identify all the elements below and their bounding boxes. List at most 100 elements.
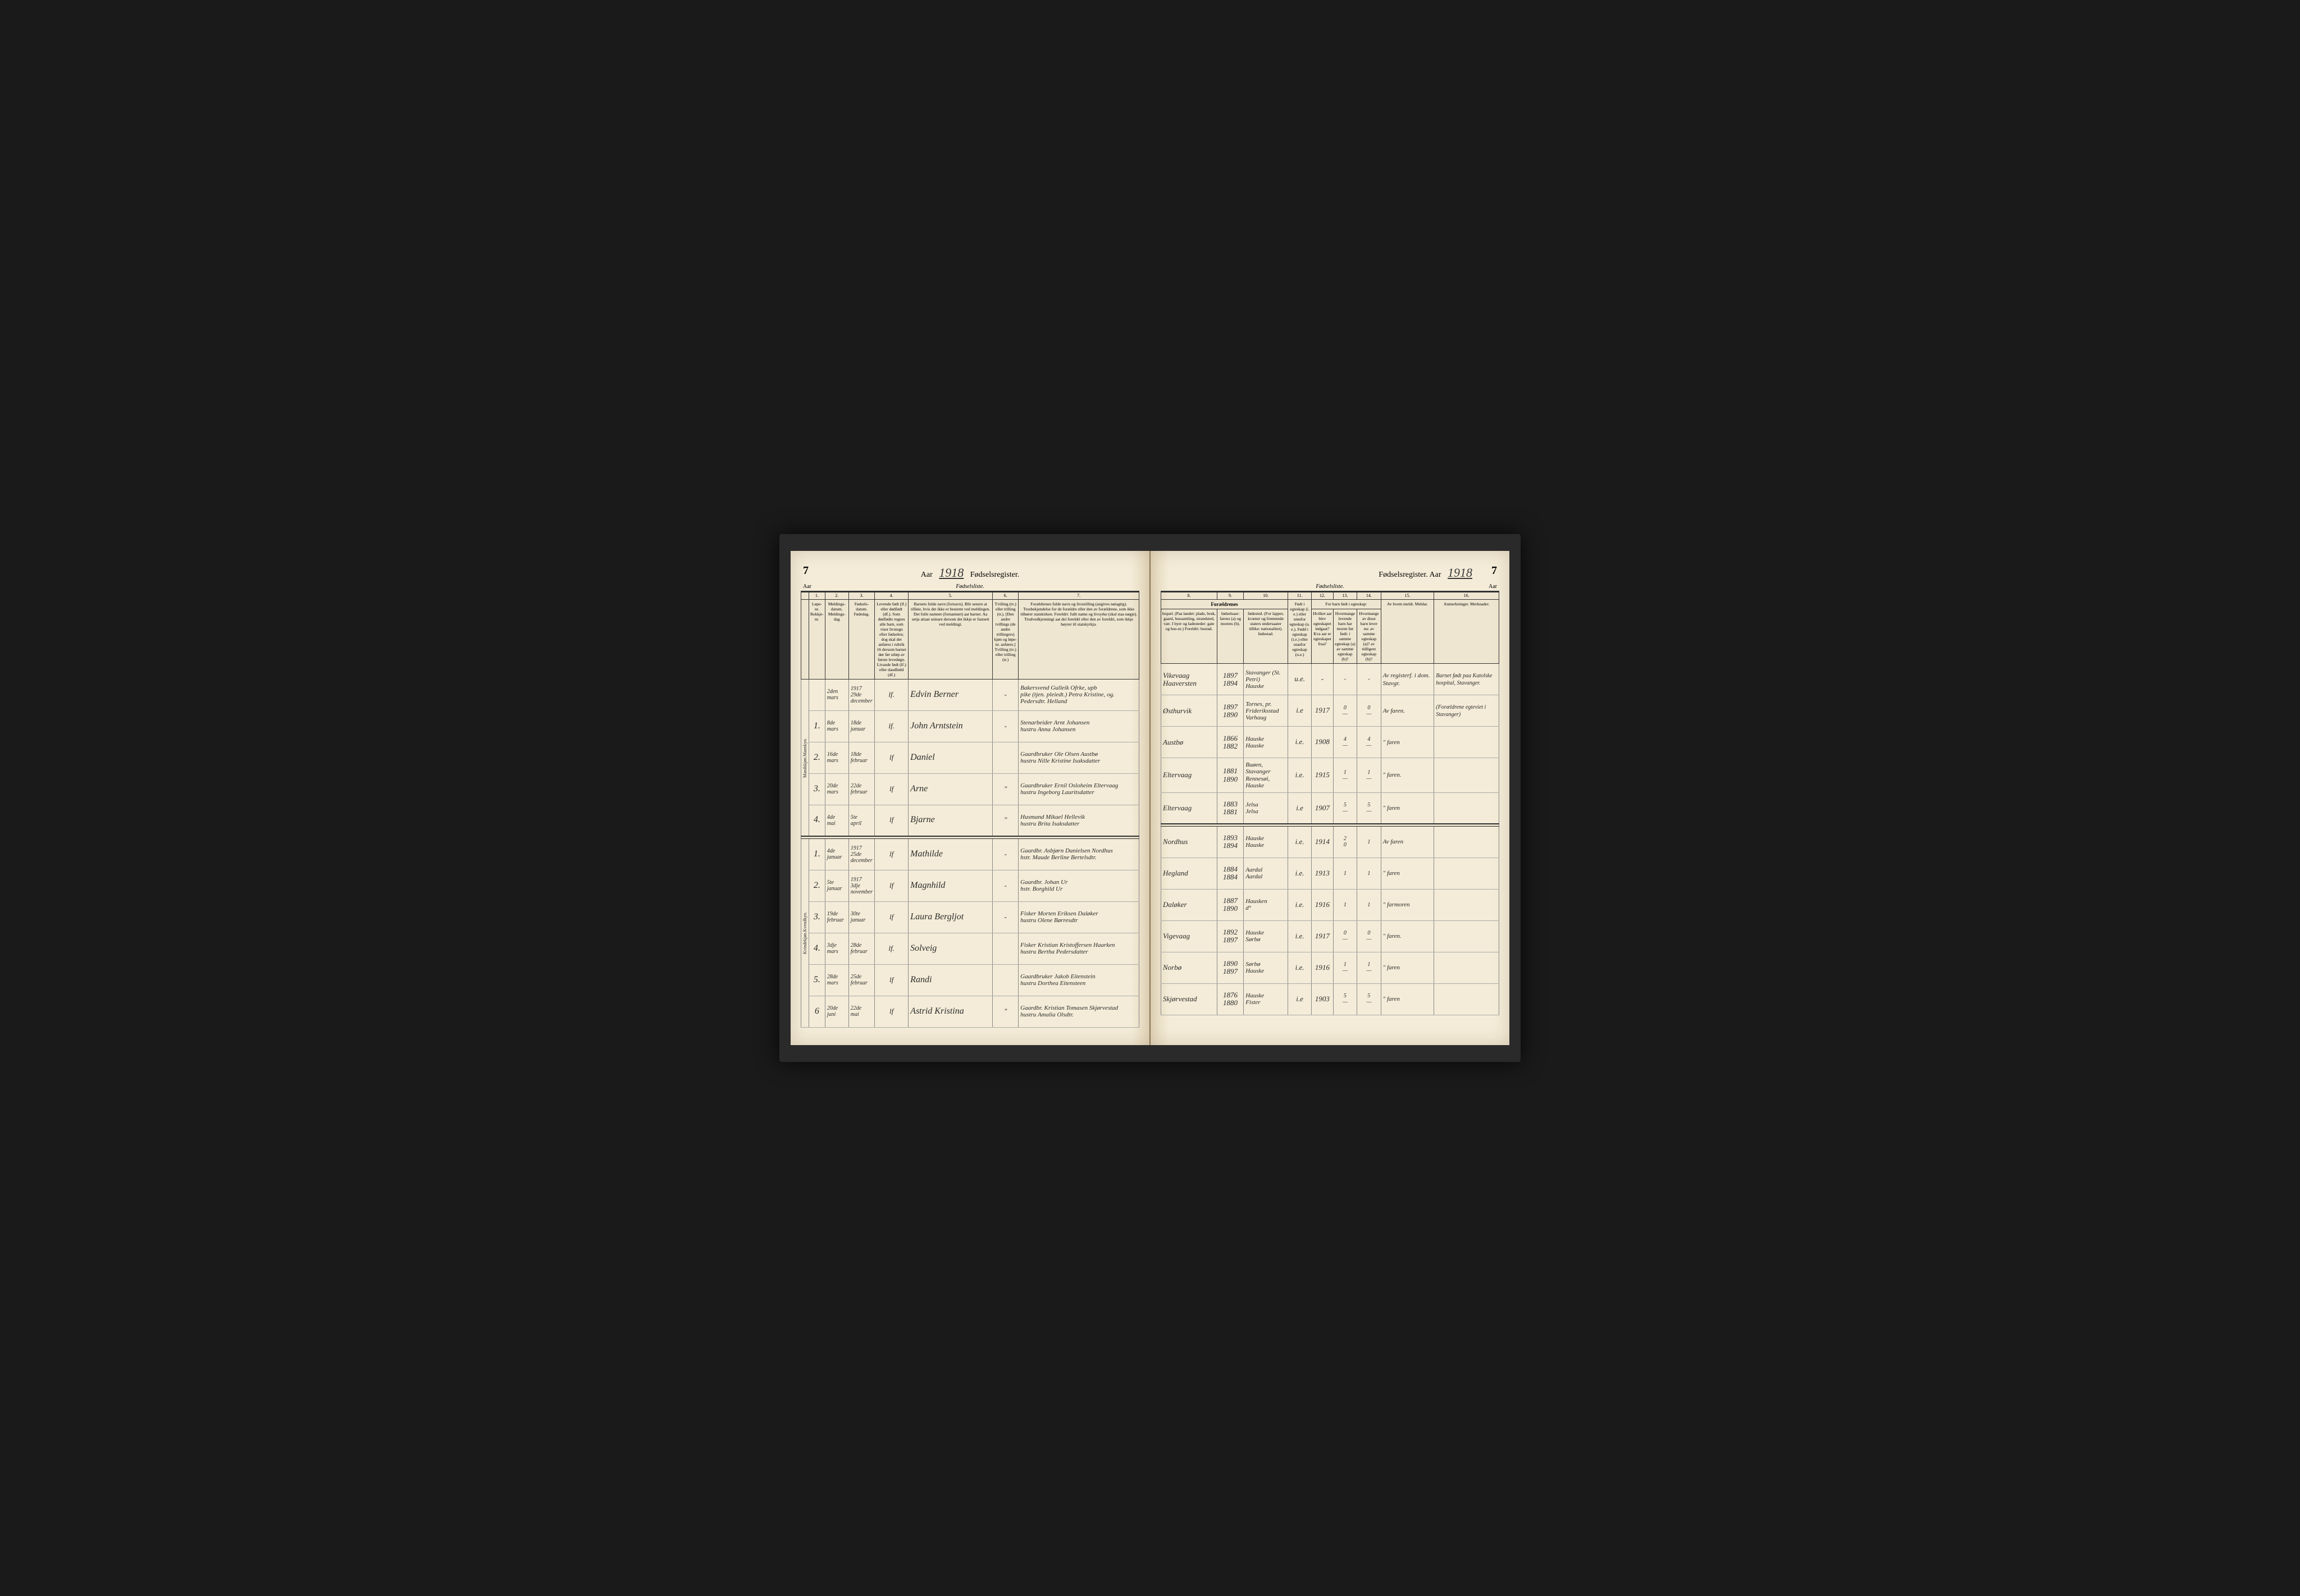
row-number (809, 679, 825, 710)
cell-fodested: Stavanger (St. Petri)Hauske (1244, 664, 1288, 695)
page-title-right: Fødselsregister. Aar 1918 (1161, 562, 1499, 580)
cell-meldings: 2denmars (825, 679, 848, 710)
cell-egte: 1916 (1312, 952, 1334, 983)
cell-fodested: Buøen, StavangerRennesøi, Hauske (1244, 758, 1288, 792)
col-num-3: 3. (848, 592, 874, 600)
cell-bopael: Vigevaag (1161, 920, 1217, 952)
hdr-tvilling: Tvilling (tv.) eller trilling (tr.). [De… (993, 599, 1019, 679)
cell-navn: Laura Bergljot (909, 901, 993, 933)
row-number: 3. (809, 901, 825, 933)
cell-aar: 18761880 (1217, 983, 1243, 1015)
cell-bopael: Eltervaag (1161, 792, 1217, 824)
cell-aar: 18661882 (1217, 727, 1243, 758)
cell-c14: 1— (1357, 952, 1381, 983)
cell-c13: 1 (1333, 858, 1357, 889)
cell-bopael: Eltervaag (1161, 758, 1217, 792)
cell-tvilling (993, 964, 1019, 996)
col-num-12: 12. (1312, 592, 1334, 600)
col-num-11: 11. (1288, 592, 1312, 600)
hdr-anm: Anmerkninger. Merknader. (1434, 599, 1499, 664)
col-num-10: 10. (1244, 592, 1288, 600)
header-group-row: Forældrenes Født i egteskap (i. e.) elle… (1161, 599, 1499, 609)
subtitle-liste-r: Fødselsliste. (1274, 582, 1386, 591)
cell-navn: Solveig (909, 933, 993, 964)
cell-anm: (Forældrene egteviet i Stavanger) (1434, 695, 1499, 727)
cell-fodsels: 25defebruar (848, 964, 874, 996)
cell-egte: 1903 (1312, 983, 1334, 1015)
cell-anm (1434, 758, 1499, 792)
cell-fodested: HauskeSørbø (1244, 920, 1288, 952)
cell-navn: Randi (909, 964, 993, 996)
subtitle-aar: Aar (801, 582, 914, 591)
table-row: 4.3djemars28defebruarlf.SolveigFisker Kr… (801, 933, 1139, 964)
col-num-8: 8. (1161, 592, 1217, 600)
cell-egte: - (1312, 664, 1334, 695)
cell-anm (1434, 826, 1499, 858)
cell-egte: 1917 (1312, 920, 1334, 952)
cell-ie: i.e. (1288, 758, 1312, 792)
cell-meldt: " faren (1381, 952, 1434, 983)
cell-navn: Arne (909, 773, 993, 805)
cell-lf: lf (875, 870, 909, 901)
table-row: Mandskjøn.Mannkyn.2denmars191729de decem… (801, 679, 1139, 710)
cell-egte: 1917 (1312, 695, 1334, 727)
cell-lf: lf. (875, 933, 909, 964)
cell-anm (1434, 983, 1499, 1015)
cell-navn: Magnhild (909, 870, 993, 901)
cell-tvilling: " (993, 773, 1019, 805)
cell-tvilling: " (993, 805, 1019, 836)
cell-bopael: VikevaagHaaversten (1161, 664, 1217, 695)
row-number: 3. (809, 773, 825, 805)
cell-c13: 5— (1333, 792, 1357, 824)
title-text-right: Fødselsregister. Aar (1379, 571, 1441, 579)
cell-c13: 0— (1333, 695, 1357, 727)
cell-meldt: " faren (1381, 858, 1434, 889)
cell-foreldre: Husmand Mikael Hellevikhustru Brita Isak… (1019, 805, 1139, 836)
table-row: Eltervaag18831881JelsaJelsai.e19075—5—" … (1161, 792, 1499, 824)
cell-c14: 1 (1357, 826, 1381, 858)
table-row: 2.16demars18defebruarlfDanielGaardbruker… (801, 742, 1139, 773)
cell-ie: u.e. (1288, 664, 1312, 695)
cell-navn: John Arntstein (909, 710, 993, 742)
cell-foreldre: Gaardbr. Asbjørn Danielsen Nordhushstr. … (1019, 838, 1139, 870)
cell-ie: i.e. (1288, 920, 1312, 952)
cell-lf: lf (875, 964, 909, 996)
cell-fodested: Tornes, pr. FrideriksstadVarhaug (1244, 695, 1288, 727)
cell-aar: 18901897 (1217, 952, 1243, 983)
col-num-9: 9. (1217, 592, 1243, 600)
table-row: Skjørvestad18761880HauskeFisteri.e19035—… (1161, 983, 1499, 1015)
cell-tvilling: - (993, 838, 1019, 870)
cell-c13: 0— (1333, 920, 1357, 952)
cell-meldings: 16demars (825, 742, 848, 773)
hdr-navn: Barnets fulde navn (fornavn). Blir sener… (909, 599, 993, 679)
cell-c13: 4— (1333, 727, 1357, 758)
table-row: Eltervaag18811890Buøen, StavangerRennesø… (1161, 758, 1499, 792)
subtitle-row-right: Fødselsliste. Aar (1161, 582, 1499, 592)
col-number-row-r: 8. 9. 10. 11. 12. 13. 14. 15. 16. (1161, 592, 1499, 600)
cell-c14: 5— (1357, 983, 1381, 1015)
table-row: 2.5tejanuar19173dje novemberlfMagnhild-G… (801, 870, 1139, 901)
cell-meldt: " faren. (1381, 758, 1434, 792)
cell-c13: 1— (1333, 758, 1357, 792)
cell-meldt: " faren. (1381, 920, 1434, 952)
table-row: Vigevaag18921897HauskeSørbøi.e.19170—0—"… (1161, 920, 1499, 952)
cell-fodested: HauskeFister (1244, 983, 1288, 1015)
year-left: 1918 (934, 566, 968, 580)
cell-fodsels: 30tejanuar (848, 901, 874, 933)
col-num-16: 16. (1434, 592, 1499, 600)
cell-bopael: Nordhus (1161, 826, 1217, 858)
hdr-fodselsaar: fødselsaar: farens (a) og morens (b). (1217, 609, 1243, 664)
cell-foreldre: Fisker Morten Eriksen Daløkerhustru Olen… (1019, 901, 1139, 933)
table-row: Austbø18661882HauskeHauskei.e.19084—4—" … (1161, 727, 1499, 758)
cell-aar: 18871890 (1217, 889, 1243, 920)
header-row-left: Løpe-nr. Rekkje-nr. Meldings-datum. Meld… (801, 599, 1139, 679)
hdr-fodsels: Fødsels-datum. Fødedag. (848, 599, 874, 679)
cell-meldt: " farmoren (1381, 889, 1434, 920)
hdr-meldt: Av hvem meldt. Meldar. (1381, 599, 1434, 664)
subtitle-row-left: Aar Fødselsliste. (801, 582, 1139, 592)
cell-meldt: " faren (1381, 792, 1434, 824)
hdr-bopael: bopæl. (Paa landet: plads, bruk, gaard, … (1161, 609, 1217, 664)
hdr-egteskap: Født i egteskap (i. e.) eller utenfor eg… (1288, 599, 1312, 664)
cell-tvilling: - (993, 901, 1019, 933)
cell-fodsels: 28defebruar (848, 933, 874, 964)
